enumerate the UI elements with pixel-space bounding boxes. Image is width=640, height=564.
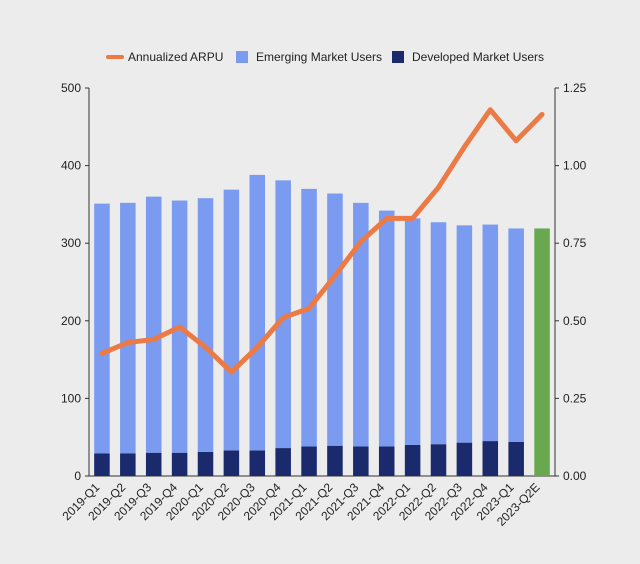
legend-marker-1: [236, 51, 248, 63]
right-tick-label: 0.25: [563, 391, 587, 405]
bar-developed-2019-q3: [145, 452, 162, 476]
bar-emerging-2021-q3: [353, 202, 369, 447]
right-tick-label: 1.25: [563, 81, 587, 95]
bar-emerging-2021-q4: [378, 210, 395, 447]
bar-emerging-2022-q1: [404, 218, 421, 445]
bar-emerging-2019-q1: [94, 203, 110, 454]
bar-developed-2020-q1: [197, 451, 214, 476]
right-tick-label: 0.75: [563, 236, 587, 250]
bar-developed-2023-q1: [508, 441, 524, 476]
bar-developed-2022-q1: [404, 444, 421, 476]
right-tick-label: 1.00: [563, 159, 587, 173]
bar-developed-2022-q2: [430, 444, 447, 476]
left-tick-label: 0: [74, 469, 81, 483]
left-tick-label: 300: [61, 236, 81, 250]
bar-developed-2021-q1: [301, 446, 317, 476]
legend-label: Annualized ARPU: [128, 50, 223, 64]
bar-emerging-2020-q4: [275, 180, 291, 449]
bar-emerging-2020-q2: [223, 189, 240, 451]
left-tick-label: 100: [61, 391, 81, 405]
bar-developed-2021-q2: [327, 445, 343, 476]
bar-developed-2020-q2: [223, 450, 240, 476]
bar-developed-2019-q1: [94, 453, 110, 476]
bar-emerging-2022-q3: [456, 225, 473, 443]
bar-emerging-2019-q2: [120, 202, 136, 454]
bar-emerging-2021-q2: [327, 193, 343, 446]
left-tick-label: 400: [61, 159, 81, 173]
legend-label: Developed Market Users: [412, 50, 544, 64]
bar-emerging-2020-q3: [249, 174, 266, 451]
bar-developed-2019-q4: [171, 452, 188, 476]
bar-developed-2022-q4: [482, 441, 499, 476]
bar-emerging-2023-q1: [508, 228, 524, 442]
left-tick-label: 500: [61, 81, 81, 95]
bar-developed-2020-q4: [275, 448, 291, 476]
bar-emerging-2019-q3: [145, 196, 162, 453]
bar-projection-2023-q2e: [534, 228, 550, 476]
line-annualized-arpu: [99, 107, 545, 375]
bar-developed-2020-q3: [249, 450, 266, 476]
bar-emerging-2022-q2: [430, 222, 447, 445]
right-tick-label: 0.00: [563, 469, 587, 483]
bar-emerging-2022-q4: [482, 224, 499, 442]
bar-developed-2021-q4: [378, 446, 395, 476]
bar-developed-2021-q3: [353, 446, 369, 476]
bar-developed-2019-q2: [120, 453, 136, 476]
bar-emerging-2020-q1: [197, 198, 214, 452]
left-tick-label: 200: [61, 314, 81, 328]
legend-label: Emerging Market Users: [256, 50, 382, 64]
bar-developed-2022-q3: [456, 442, 473, 476]
right-tick-label: 0.50: [563, 314, 587, 328]
bar-emerging-2021-q1: [301, 188, 317, 447]
legend-marker-2: [392, 51, 404, 63]
